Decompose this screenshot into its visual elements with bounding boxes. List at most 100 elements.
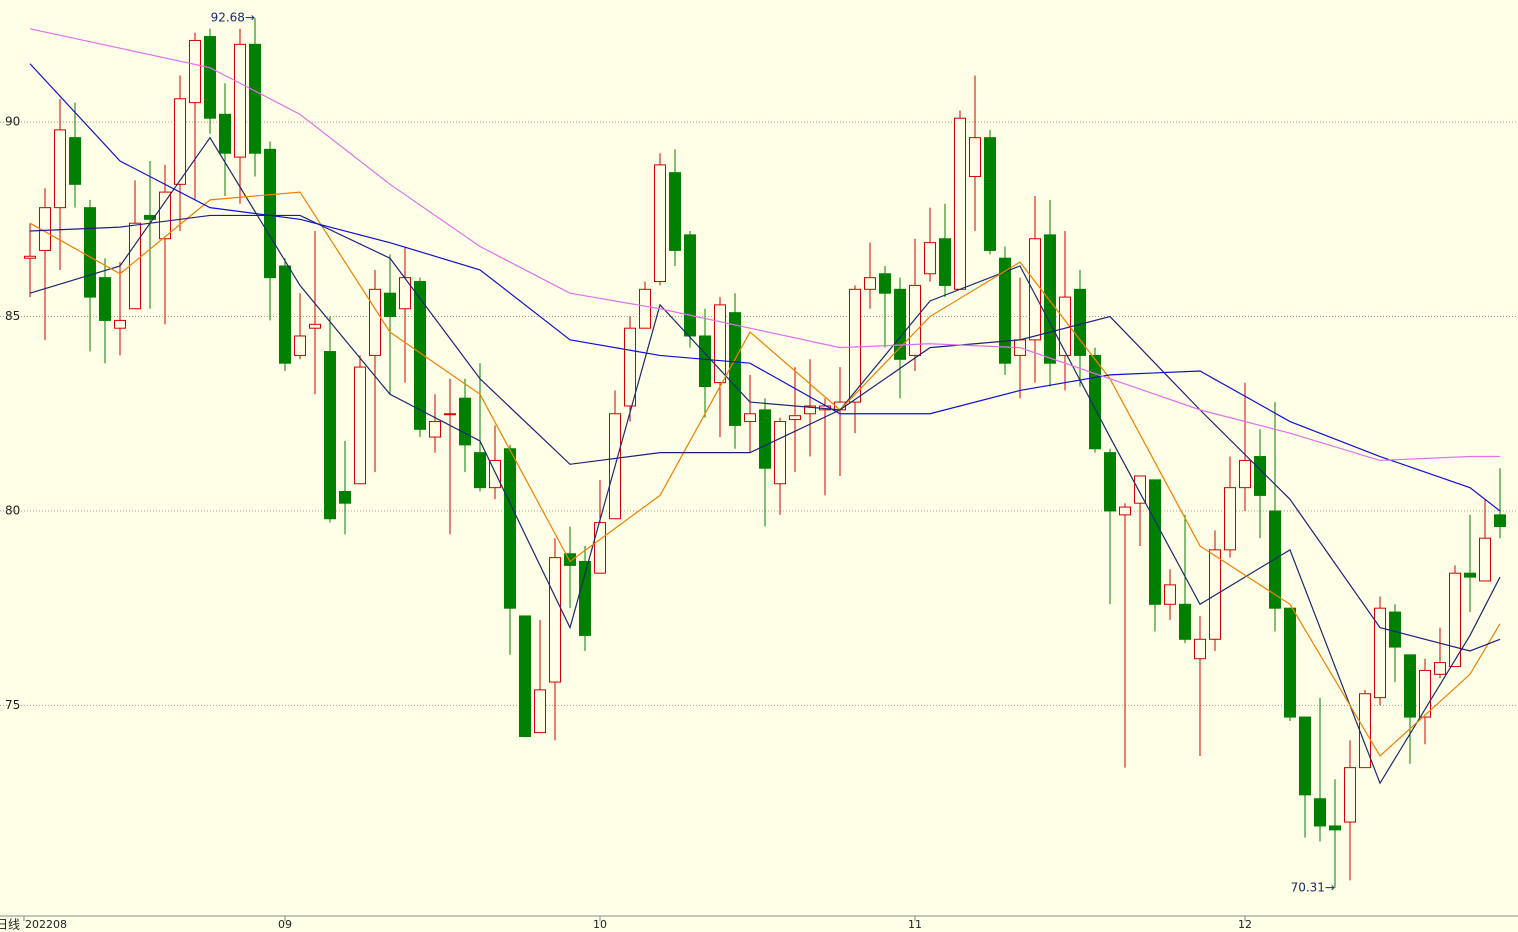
candle-body [369,288,381,356]
candle-body [384,292,396,318]
candle-body [1449,572,1461,668]
candle-body [954,117,966,290]
candle-body [1044,234,1056,364]
candle-body [219,113,231,154]
candle-body [1404,654,1416,718]
candle-body [309,323,321,329]
period-label: 日线 [0,918,20,932]
candle-body [1224,487,1236,551]
candle-body [939,238,951,286]
candle-body [324,351,336,520]
x-tick-label: 12 [1238,918,1252,931]
x-tick-label: 10 [593,918,607,931]
candle-body [849,288,861,403]
candle-body [654,164,666,283]
moving-average-line [29,63,1501,512]
candle-body [714,304,726,384]
y-tick-label: 90 [5,115,20,129]
candle-body [1254,456,1266,496]
candle-body [594,522,606,574]
candle-body [1314,798,1326,827]
candle-body [399,277,411,310]
moving-average-line [29,191,1501,757]
candle-body [744,413,756,423]
moving-average-line [29,28,1500,462]
candle-body [1299,716,1311,796]
candle-body [339,491,351,504]
candle-body [1479,537,1491,582]
candle-body [279,265,291,364]
candle-body [669,172,681,251]
candle-body [1344,767,1356,823]
moving-average-line [29,136,1501,785]
candle-body [1494,514,1506,528]
x-tick-label: 202208 [25,918,67,931]
high-annotation: 92.68→ [211,10,255,24]
candle-body [69,137,81,185]
candle-body [894,288,906,360]
candle-body [174,98,186,185]
candle-body [924,242,936,275]
candle-body [1179,603,1191,640]
candle-body [354,366,366,485]
candle-body [804,405,816,415]
candle-body [699,335,711,388]
y-tick-label: 85 [5,309,20,323]
candle-body [444,413,456,416]
candle-body [189,39,201,104]
candle-body [84,207,96,298]
candle-body [1164,584,1176,605]
candle-body [429,421,441,438]
candle-body [564,553,576,566]
candle-body [1194,638,1206,660]
candle-body [489,459,501,489]
candle-body [984,137,996,251]
candle-body [114,319,126,329]
candle-body [24,255,36,259]
moving-average-line [29,214,1501,652]
candle-body [1104,452,1116,512]
candle-body [294,335,306,356]
low-annotation: 70.31→ [1291,880,1335,894]
candle-body [504,448,516,609]
candle-body [204,36,216,119]
candle-body [99,277,111,321]
candle-body [549,557,561,683]
candle-body [1374,607,1386,699]
candle-body [969,137,981,178]
candle-body [474,452,486,489]
candle-body [519,615,531,738]
candle-body [624,327,636,407]
candle-body [789,415,801,421]
candle-body [54,129,66,209]
candle-body [579,561,591,636]
candle-body [264,148,276,279]
candle-body [414,281,426,430]
candle-body [144,214,156,220]
candle-body [1149,479,1161,605]
candle-body [459,397,471,446]
candle-body [864,277,876,290]
candle-body [1464,572,1476,578]
candle-body [1434,662,1446,675]
candle-body [249,43,261,154]
candle-body [1239,459,1251,489]
candle-body [159,191,171,240]
candle-body [1419,669,1431,718]
candle-body [1284,607,1296,718]
candle-body [759,409,771,469]
candle-body [1134,475,1146,504]
candle-body [999,257,1011,364]
x-tick-label: 09 [278,918,292,931]
y-tick-label: 80 [5,503,20,517]
candle-body [534,689,546,734]
candle-body [1029,238,1041,341]
candle-body [234,43,246,158]
candle-body [684,234,696,337]
candle-body [1329,825,1341,831]
candle-body [639,288,651,329]
y-tick-label: 75 [5,698,20,712]
candle-body [1389,611,1401,648]
